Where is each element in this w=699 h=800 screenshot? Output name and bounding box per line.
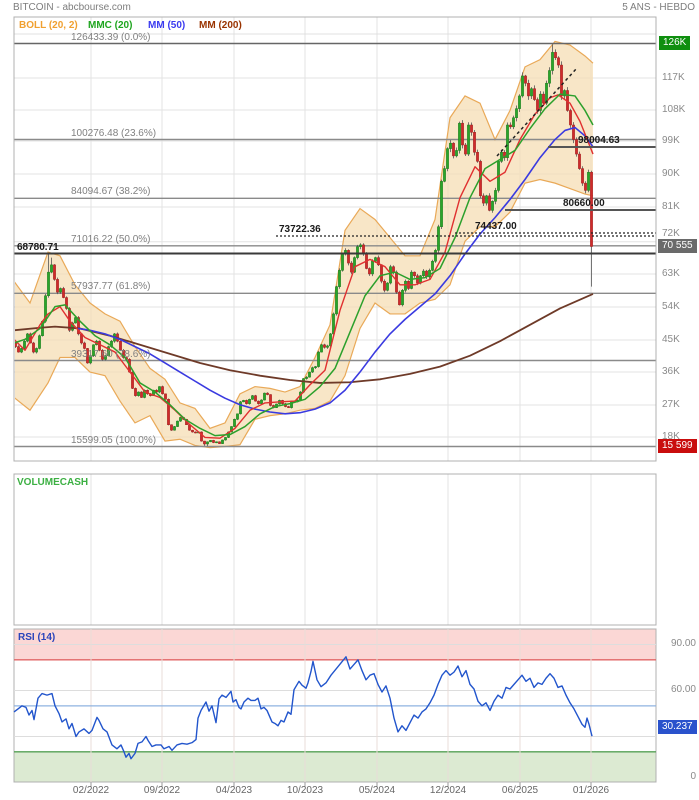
mmc20-line — [15, 93, 594, 437]
rsi-panel — [13, 629, 656, 782]
y-axis-label: 63K — [662, 268, 680, 279]
price-annotation-label: 80660.00 — [563, 198, 605, 209]
page-title: BITCOIN - abcbourse.com — [13, 2, 131, 13]
rsi-value-tag: 30.237 — [658, 720, 697, 734]
x-axis-label: 04/2023 — [215, 785, 253, 796]
x-axis-label: 05/2024 — [358, 785, 396, 796]
x-axis-label: 12/2024 — [429, 785, 467, 796]
price-tag-high: 126K — [659, 36, 691, 50]
annotation-lines — [14, 67, 656, 255]
legend-mm50: MM (50) — [148, 20, 186, 31]
y-axis-label: 117K — [662, 72, 685, 83]
y-axis-label: 90K — [662, 168, 680, 179]
rsi-axis-label: 60.00 — [670, 684, 696, 695]
x-axis-label: 02/2022 — [72, 785, 110, 796]
y-axis-label: 108K — [662, 104, 686, 115]
y-axis-label: 45K — [662, 334, 680, 345]
price-annotation-label: 74437.00 — [475, 221, 517, 232]
volume-panel-label: VOLUMECASH — [17, 477, 89, 488]
x-axis-label: 10/2023 — [286, 785, 324, 796]
y-axis-label: 72K — [662, 228, 680, 239]
price-tag-current: 70 555 — [658, 239, 697, 253]
y-axis-label: 36K — [662, 366, 680, 377]
boll-mid-line — [15, 94, 594, 439]
rsi-axis-label: 90.00 — [670, 638, 696, 649]
rsi-axis-label: 0 — [690, 771, 696, 782]
fib-level-label: 84094.67 (38.2%) — [71, 186, 151, 198]
x-axis-label: 01/2026 — [572, 785, 610, 796]
fibonacci-lines — [14, 42, 656, 448]
price-annotation-label: 98004.63 — [578, 135, 620, 146]
price-tag-low: 15 599 — [658, 439, 697, 453]
price-annotation-label: 68780.71 — [17, 241, 59, 253]
y-axis-label: 99K — [662, 135, 680, 146]
y-axis-label: 54K — [662, 301, 680, 312]
legend-mm200: MM (200) — [199, 20, 242, 31]
legend-boll: BOLL (20, 2) — [19, 20, 78, 31]
bollinger-band — [15, 40, 594, 449]
y-axis-label: 81K — [662, 201, 680, 212]
fib-level-label: 126433.39 (0.0%) — [71, 31, 151, 43]
price-annotation-label: 73722.36 — [279, 224, 321, 235]
fib-level-label: 39317.60 (78.6%) — [71, 348, 151, 360]
fib-level-label: 57937.77 (61.8%) — [71, 281, 151, 293]
fib-level-label: 15599.05 (100.0%) — [71, 434, 157, 446]
timeframe-label: 5 ANS - HEBDO — [622, 2, 695, 13]
x-axis-label: 09/2022 — [143, 785, 181, 796]
y-axis-label: 27K — [662, 399, 680, 410]
y-axis-label: 18K — [662, 431, 680, 442]
mm50-line — [77, 126, 594, 415]
fib-level-label: 71016.22 (50.0%) — [71, 233, 151, 245]
legend-mmc20: MMC (20) — [88, 20, 133, 31]
fib-level-label: 100276.48 (23.6%) — [71, 127, 157, 139]
rsi-panel-label: RSI (14) — [18, 632, 56, 643]
x-axis-label: 06/2025 — [501, 785, 539, 796]
